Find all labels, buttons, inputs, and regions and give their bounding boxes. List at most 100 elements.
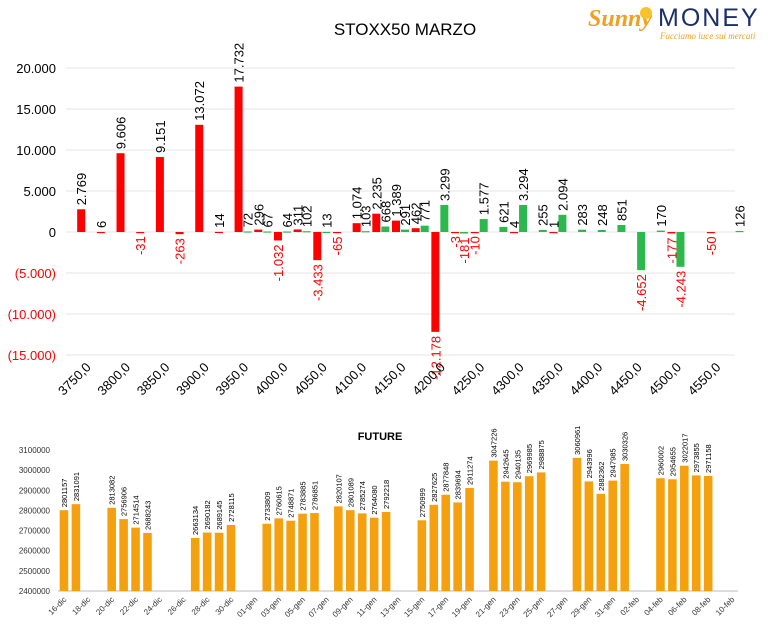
data-label: 72 [241, 213, 256, 227]
x-tick-label: 16-dic [47, 595, 69, 617]
bar [703, 475, 713, 591]
x-tick-label: 06-feb [666, 595, 689, 618]
data-label: 2690182 [203, 500, 212, 529]
data-label: 2942645 [501, 449, 510, 478]
data-label: 3060961 [573, 426, 582, 455]
data-label: 2689145 [215, 501, 224, 530]
data-label: -1.032 [271, 244, 286, 281]
y-tick-label: 5.000 [23, 184, 56, 199]
bar [361, 231, 370, 233]
bar [392, 220, 400, 232]
bar [243, 231, 252, 233]
data-label: 291 [398, 204, 413, 226]
bar [470, 232, 479, 234]
bar [667, 232, 676, 234]
bar [131, 527, 140, 591]
x-tick-label: 27-gen [545, 595, 569, 619]
bar [381, 226, 390, 232]
data-label: 2831091 [72, 472, 81, 501]
bar [401, 229, 409, 232]
data-label: 3047226 [489, 428, 498, 457]
data-label: 3.299 [437, 168, 452, 201]
bar [510, 231, 519, 234]
bar [572, 457, 582, 591]
data-label: 2785274 [358, 481, 367, 510]
data-label: 2947985 [609, 448, 618, 477]
data-label: 13 [319, 213, 334, 227]
data-label: -263 [173, 238, 188, 264]
bar [77, 209, 86, 232]
bar [499, 226, 508, 232]
bar [538, 229, 547, 232]
x-tick-label: 28-dic [190, 595, 212, 617]
data-label: 2839694 [454, 470, 463, 499]
x-tick-label: 4150,0 [370, 360, 409, 399]
data-label: 1.577 [477, 183, 492, 216]
data-label: 2714514 [132, 495, 141, 524]
data-label: 2663134 [191, 506, 200, 535]
x-tick-label: 17-gen [426, 595, 450, 619]
bar [453, 502, 462, 591]
data-label: 2877848 [442, 463, 451, 492]
data-label: 103 [359, 205, 374, 227]
chart-title: FUTURE [358, 431, 403, 443]
bar [596, 493, 606, 591]
bar [226, 524, 236, 591]
bar [460, 232, 469, 234]
bar [214, 532, 224, 591]
data-label: 2971158 [704, 444, 713, 473]
bar [524, 476, 534, 591]
data-label: 2750999 [418, 488, 427, 517]
data-label: 1 [546, 221, 561, 228]
data-label: 13.072 [192, 81, 207, 121]
data-label: 2954655 [668, 447, 677, 476]
data-label: 2733809 [263, 492, 272, 521]
y-tick-label: 3000000 [19, 466, 51, 475]
data-label: -177 [664, 237, 679, 263]
bar [310, 513, 319, 591]
bar [136, 232, 145, 234]
future-chart: FUTURE 2400000 2500000 2600000 2700000 28000… [19, 426, 738, 619]
x-tick-label: 10-feb [714, 595, 737, 618]
bar [332, 232, 341, 234]
x-tick-label: 4450,0 [606, 360, 645, 399]
data-label: 67 [260, 213, 275, 227]
data-label: 311 [291, 205, 306, 226]
x-tick-label: 02-feb [619, 595, 642, 618]
bar [479, 219, 488, 232]
bar [519, 204, 528, 232]
y-tick-label: (5.000) [15, 266, 56, 281]
x-tick-label: 19-gen [450, 595, 474, 619]
data-label: 2783885 [299, 481, 308, 510]
bar [608, 480, 618, 591]
bar [234, 86, 243, 233]
data-label: 2786851 [310, 481, 319, 510]
bar [691, 475, 701, 591]
x-tick-label: 4550,0 [685, 360, 724, 399]
bar [273, 232, 282, 241]
bar [578, 229, 587, 232]
data-label: 2728115 [227, 493, 236, 522]
data-label: 2973855 [692, 443, 701, 472]
y-tick-label: 2500000 [19, 567, 51, 576]
bar [676, 232, 685, 267]
x-tick-label: 4400,0 [567, 360, 606, 399]
x-tick-label: 20-dic [94, 595, 116, 617]
bar [322, 231, 331, 234]
bar [116, 153, 125, 232]
bar [263, 231, 272, 233]
data-label: 2.769 [74, 173, 89, 206]
bar [214, 231, 223, 234]
bar [656, 230, 665, 232]
x-tick-label: 11-gen [355, 595, 379, 619]
y-tick-label: (10.000) [8, 307, 56, 322]
data-label: -10 [468, 236, 483, 255]
data-label: 1.074 [350, 187, 365, 220]
data-label: 248 [595, 204, 610, 226]
bar [656, 478, 665, 591]
y-tick-label: 3100000 [19, 446, 51, 455]
y-tick-label: 2400000 [19, 587, 51, 596]
data-label: 2911274 [466, 456, 475, 485]
data-label: 2988875 [537, 440, 546, 469]
y-tick-label: 10.000 [16, 143, 56, 158]
